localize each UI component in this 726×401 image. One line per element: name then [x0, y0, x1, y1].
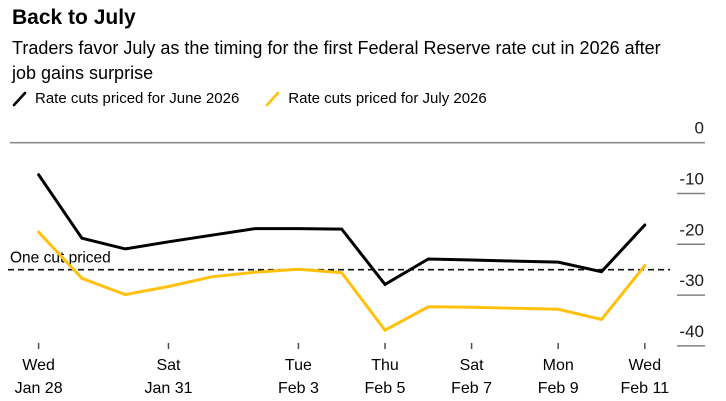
- y-axis-label: 0: [695, 119, 704, 138]
- one-cut-annotation-label: One cut priced: [10, 250, 111, 267]
- legend-item-july: Rate cuts priced for July 2026: [265, 90, 487, 107]
- legend-item-june: Rate cuts priced for June 2026: [12, 90, 239, 107]
- legend: Rate cuts priced for June 2026 Rate cuts…: [12, 90, 487, 107]
- x-axis-date-label: Feb 7: [451, 380, 492, 397]
- chart-subtitle: Traders favor July as the timing for the…: [12, 38, 661, 83]
- x-axis-date-label: Jan 31: [144, 380, 192, 397]
- june-line-swatch-icon: [12, 91, 27, 106]
- x-axis-date-label: Jan 28: [15, 380, 63, 397]
- x-axis-day-label: Tue: [285, 357, 312, 374]
- x-axis-day-label: Mon: [543, 357, 574, 374]
- x-axis-day-label: Wed: [22, 357, 55, 374]
- y-axis-label: -40: [679, 322, 704, 341]
- x-axis-day-label: Sat: [460, 357, 485, 374]
- line-chart: 0 -10 -20 -30 -40 One cut priced Wed Jan 28 Sat J…: [8, 119, 705, 397]
- x-axis-day-label: Thu: [371, 357, 399, 374]
- june-series-line: [37, 173, 647, 287]
- chart-title: Back to July: [12, 6, 136, 29]
- y-axis-label: -30: [679, 271, 704, 290]
- x-axis-day-label: Sat: [156, 357, 181, 374]
- x-axis-date-label: Feb 11: [620, 380, 669, 397]
- legend-label-july: Rate cuts priced for July 2026: [288, 90, 487, 107]
- legend-label-june: Rate cuts priced for June 2026: [35, 90, 240, 107]
- july-line-swatch-icon: [265, 91, 280, 106]
- y-axis-label: -20: [679, 220, 704, 239]
- x-axis-day-label: Wed: [628, 357, 661, 374]
- x-axis-date-label: Feb 9: [538, 380, 579, 397]
- x-axis-date-label: Feb 5: [365, 380, 406, 397]
- july-series-line: [37, 230, 647, 333]
- x-axis-date-label: Feb 3: [278, 380, 319, 397]
- y-axis-label: -10: [679, 170, 704, 189]
